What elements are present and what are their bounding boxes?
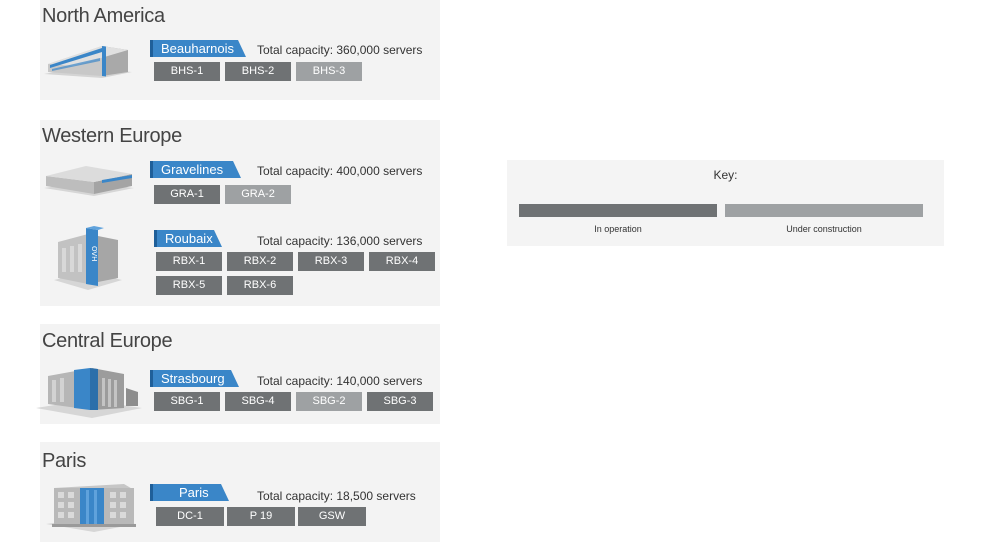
datacenter-sbg-3[interactable]: SBG-3 bbox=[367, 392, 433, 411]
datacenter-rbx-4[interactable]: RBX-4 bbox=[369, 252, 435, 271]
datacenter-gra-2[interactable]: GRA-2 bbox=[225, 185, 291, 204]
region-title: North America bbox=[42, 5, 165, 27]
legend-label-under-construction: Under construction bbox=[786, 224, 862, 234]
office-datacenter-building-icon bbox=[46, 484, 136, 532]
datacenter-rbx-3[interactable]: RBX-3 bbox=[298, 252, 364, 271]
datacenter-bhs-1[interactable]: BHS-1 bbox=[154, 62, 220, 81]
datacenter-sbg-4[interactable]: SBG-4 bbox=[225, 392, 291, 411]
legend-title: Key: bbox=[713, 168, 738, 182]
datacenter-rbx-2[interactable]: RBX-2 bbox=[227, 252, 293, 271]
legend-swatch-under-construction bbox=[725, 204, 923, 217]
container-datacenter-building-icon bbox=[36, 368, 142, 418]
datacenter-sbg-1[interactable]: SBG-1 bbox=[154, 392, 220, 411]
legend-label-in-operation: In operation bbox=[594, 224, 642, 234]
site-name-paris: Paris bbox=[150, 484, 229, 501]
site-capacity: Total capacity: 140,000 servers bbox=[257, 374, 423, 388]
legend-key: Key: In operation Under construction bbox=[507, 160, 944, 246]
site-name-strasbourg: Strasbourg bbox=[150, 370, 239, 387]
datacenter-rbx-5[interactable]: RBX-5 bbox=[156, 276, 222, 295]
site-name-gravelines: Gravelines bbox=[150, 161, 241, 178]
region-title: Western Europe bbox=[42, 125, 182, 147]
datacenter-rbx-6[interactable]: RBX-6 bbox=[227, 276, 293, 295]
datacenter-gsw[interactable]: GSW bbox=[298, 507, 366, 526]
flat-datacenter-building-icon bbox=[44, 166, 134, 196]
datacenter-bhs-2[interactable]: BHS-2 bbox=[225, 62, 291, 81]
datacenter-dc-1[interactable]: DC-1 bbox=[156, 507, 224, 526]
datacenter-p-19[interactable]: P 19 bbox=[227, 507, 295, 526]
datacenter-bhs-3[interactable]: BHS-3 bbox=[296, 62, 362, 81]
site-capacity: Total capacity: 136,000 servers bbox=[257, 234, 423, 248]
region-title: Central Europe bbox=[42, 330, 173, 352]
site-name-roubaix: Roubaix bbox=[154, 230, 222, 247]
ovh-tower-building-icon: OVH bbox=[54, 226, 122, 290]
site-capacity: Total capacity: 400,000 servers bbox=[257, 164, 423, 178]
datacenter-sbg-2[interactable]: SBG-2 bbox=[296, 392, 362, 411]
long-datacenter-building-icon bbox=[44, 46, 132, 78]
site-capacity: Total capacity: 18,500 servers bbox=[257, 489, 416, 503]
datacenter-rbx-1[interactable]: RBX-1 bbox=[156, 252, 222, 271]
datacenter-gra-1[interactable]: GRA-1 bbox=[154, 185, 220, 204]
region-title: Paris bbox=[42, 450, 87, 472]
legend-swatch-in-operation bbox=[519, 204, 717, 217]
site-name-beauharnois: Beauharnois bbox=[150, 40, 246, 57]
svg-text:OVH: OVH bbox=[90, 246, 98, 261]
site-capacity: Total capacity: 360,000 servers bbox=[257, 43, 423, 57]
